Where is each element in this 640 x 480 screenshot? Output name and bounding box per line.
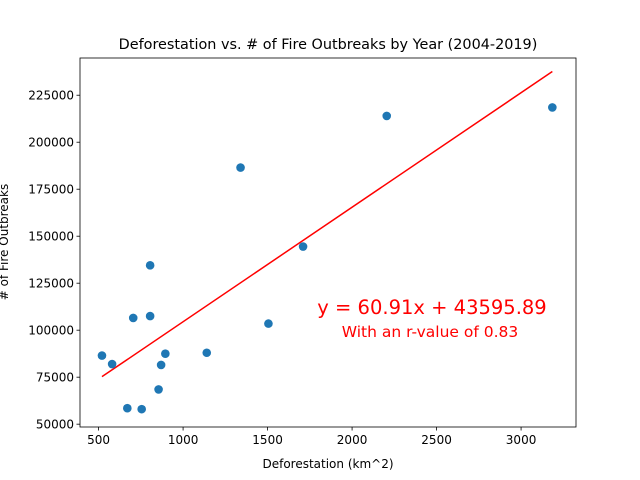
scatter-point: [156, 360, 166, 370]
x-axis-label: Deforestation (km^2): [262, 457, 393, 471]
scatter-point: [202, 348, 212, 358]
scatter-point: [298, 242, 308, 251]
scatter-point: [97, 351, 107, 360]
scatter-point: [548, 103, 557, 112]
axes-frame: [79, 57, 577, 428]
regression-line: [101, 70, 553, 378]
scatter-point: [236, 163, 245, 172]
scatter-point: [145, 261, 155, 270]
regression-equation: y = 60.91x + 43595.89: [317, 296, 546, 319]
plot-area: 500 1000 1500 2000 2500 3000 50000 75000 100000 1…: [28, 57, 577, 447]
r-value-label: With an r-value of 0.83: [342, 323, 519, 341]
y-tick-label: 200000: [28, 136, 74, 150]
scatter-point: [107, 359, 117, 369]
y-tick-label: 50000: [36, 417, 74, 431]
scatter-point: [128, 313, 138, 323]
y-tick-label: 225000: [28, 89, 74, 103]
y-tick-label: 100000: [28, 323, 74, 337]
y-tick-label: 75000: [36, 370, 74, 384]
x-tick-label: 2000: [337, 433, 368, 447]
x-tick-label: 2500: [421, 433, 452, 447]
x-tick-label: 500: [87, 433, 110, 447]
scatter-point: [154, 385, 163, 394]
scatter-point: [145, 311, 155, 321]
scatter-point: [123, 403, 132, 413]
chart-title: Deforestation vs. # of Fire Outbreaks by…: [119, 37, 538, 53]
y-tick-label: 175000: [28, 183, 74, 197]
scatter-point: [161, 349, 170, 358]
y-tick-label: 125000: [28, 276, 74, 290]
x-tick-label: 1000: [168, 433, 199, 447]
scatter-point: [382, 111, 392, 121]
scatter-point: [137, 404, 146, 414]
x-tick-label: 3000: [506, 433, 537, 447]
scatter-point: [264, 319, 273, 328]
x-tick-label: 1500: [252, 433, 283, 447]
y-axis-label: # of Fire Outbreaks: [0, 184, 11, 300]
y-tick-label: 150000: [28, 230, 74, 244]
